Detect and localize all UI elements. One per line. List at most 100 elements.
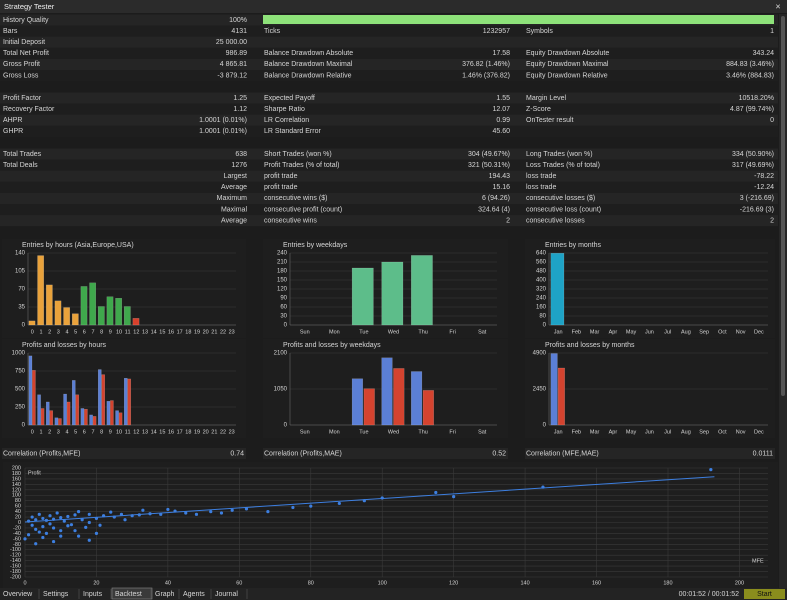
tab[interactable]: Overview (3, 591, 33, 598)
x-tick-label: Thu (418, 429, 427, 435)
trend-line (24, 476, 715, 523)
y-tick-label: 560 (536, 260, 547, 266)
scatter-point (141, 508, 145, 512)
scatter-point (98, 523, 102, 527)
scatter-point (66, 514, 70, 519)
stat-label: GHPR (3, 128, 23, 135)
scatter-point (51, 526, 56, 530)
y-tick-label: 100 (12, 493, 21, 499)
x-tick-label: 13 (142, 429, 148, 435)
tab[interactable]: Backtest (115, 591, 142, 598)
x-tick-label: Mar (590, 329, 600, 335)
stat-value: 1.0001 (0.01%) (199, 128, 247, 135)
x-tick-label: 4 (65, 429, 68, 435)
y-tick-label: 320 (536, 287, 547, 293)
x-tick-label: 22 (220, 329, 226, 335)
chart-title: Profits and losses by weekdays (283, 342, 381, 349)
stat-value: 638 (235, 151, 247, 158)
stat-label: AHPR (3, 117, 22, 124)
stat-value: 0 (770, 117, 774, 124)
title-bar (0, 0, 787, 13)
bar (411, 255, 433, 326)
y-tick-label: 120 (12, 487, 21, 493)
bar (351, 378, 363, 426)
x-tick-label: Feb (572, 429, 581, 435)
bar (115, 298, 122, 326)
x-tick-label: 1 (39, 429, 42, 435)
x-tick-label: 5 (74, 429, 77, 435)
scatter-point (26, 533, 31, 537)
stat-value: 1232957 (483, 28, 510, 35)
history-quality-bar (263, 15, 774, 24)
stat-label: profit trade (264, 173, 298, 180)
stat-label: Total Net Profit (3, 50, 49, 57)
x-tick-label: Jul (664, 429, 671, 435)
stat-value: 194.43 (489, 173, 511, 180)
scatter-point (209, 510, 213, 514)
bar (84, 408, 88, 426)
y-tick-label: 0 (18, 520, 21, 526)
chart-title: Entries by hours (Asia,Europe,USA) (22, 242, 134, 249)
y-tick-label: -160 (10, 564, 21, 570)
row-bg (0, 114, 778, 126)
stat-value: Maximal (221, 206, 248, 213)
start-button[interactable]: Start (757, 591, 772, 598)
row-bg (263, 448, 508, 459)
stat-value: Maximum (217, 195, 248, 202)
chart-title: Entries by months (545, 242, 602, 249)
x-tick-label: Oct (718, 329, 727, 335)
stat-label: Balance Drawdown Maximal (264, 61, 353, 68)
x-tick-label: Jul (664, 329, 671, 335)
x-tick-label: 22 (220, 429, 226, 435)
x-tick-label: 18 (185, 429, 191, 435)
scatter-point (309, 504, 313, 508)
x-tick-label: 200 (735, 580, 744, 586)
bar (75, 394, 79, 426)
tab[interactable]: Settings (43, 591, 69, 598)
stat-value: 100% (229, 17, 247, 24)
y-tick-label: 105 (15, 269, 26, 275)
bar (363, 388, 375, 426)
x-tick-label: Fri (449, 429, 455, 435)
bar (123, 378, 128, 426)
row-bg (0, 103, 778, 115)
y-tick-label: -140 (10, 558, 21, 564)
y-tick-label: 20 (15, 515, 21, 521)
x-tick-label: 140 (521, 580, 530, 586)
start-button-bg[interactable] (744, 589, 785, 599)
tab[interactable]: Inputs (83, 591, 103, 598)
stat-value: 324.64 (4) (478, 206, 510, 213)
tab[interactable]: Graph (155, 591, 175, 598)
stat-label: Recovery Factor (3, 106, 55, 113)
scatter-point (84, 525, 88, 530)
x-tick-label: Aug (681, 329, 691, 335)
stat-label: loss trade (526, 173, 556, 180)
row-bg (0, 47, 778, 59)
close-button[interactable]: × (775, 1, 780, 11)
tab[interactable]: Agents (183, 591, 205, 598)
stat-label: Ticks (264, 28, 281, 35)
y-tick-label: -60 (13, 536, 21, 542)
bar (80, 286, 88, 326)
y-tick-label: 480 (536, 269, 547, 275)
bar (550, 353, 558, 426)
tab[interactable]: Journal (215, 591, 238, 598)
scrollbar-thumb[interactable] (781, 16, 785, 396)
scatter-point (69, 523, 74, 527)
scatter-point (34, 542, 38, 546)
bar (32, 370, 36, 426)
bar (381, 261, 404, 326)
bar (106, 296, 114, 326)
row-bg (0, 181, 778, 193)
stat-value: 2 (506, 217, 510, 224)
scatter-point (76, 534, 81, 538)
bar (132, 318, 140, 326)
scatter-point (23, 537, 27, 541)
scatter-point (123, 518, 127, 522)
stat-value: 317 (49.69%) (732, 162, 774, 169)
stat-value: 1.55 (496, 95, 510, 102)
y-tick-label: 4900 (533, 351, 547, 357)
stat-value: Largest (224, 173, 247, 180)
stat-label: Symbols (526, 28, 553, 35)
stat-value: 15.16 (492, 184, 510, 191)
